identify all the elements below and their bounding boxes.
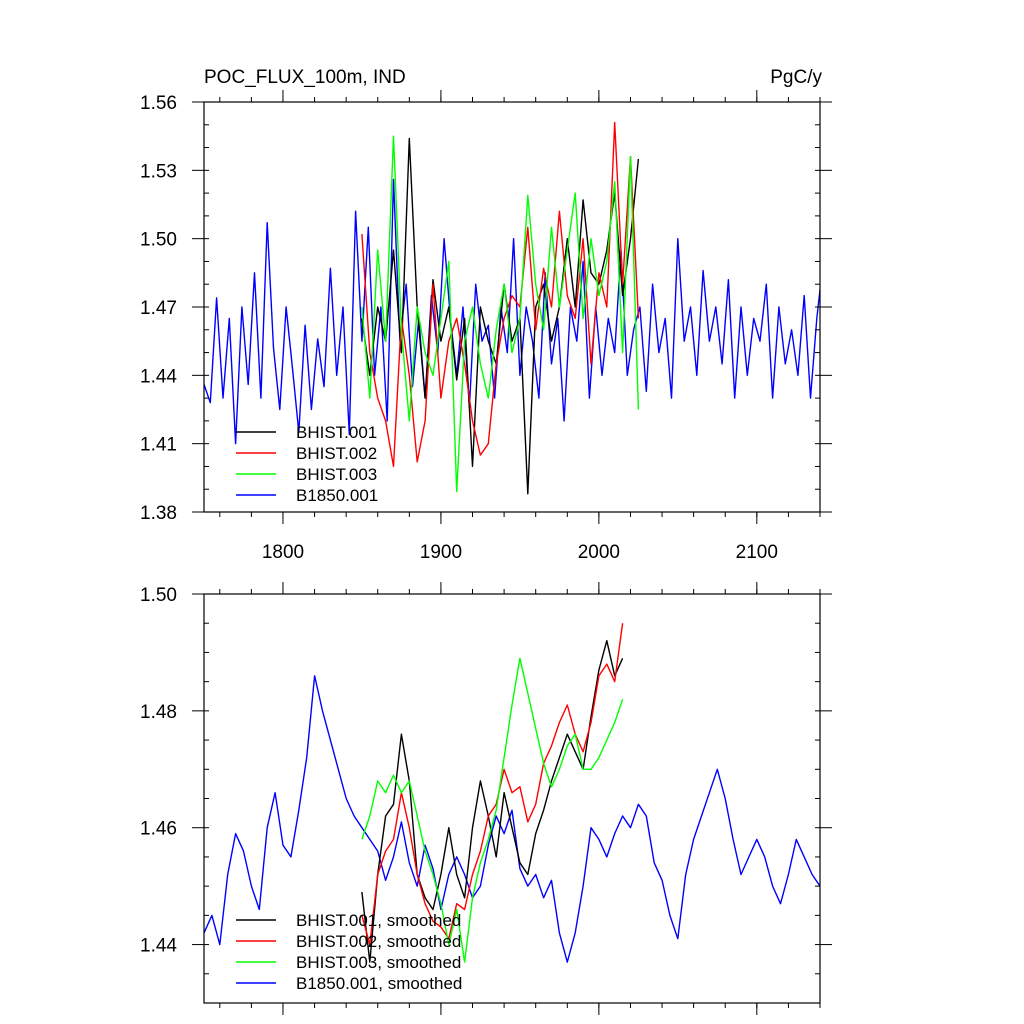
- y-tick-label: 1.56: [140, 93, 177, 114]
- series-line-bhist-003: [361, 135, 640, 493]
- y-tick-label: 1.44: [140, 366, 177, 387]
- y-tick-label: 1.53: [140, 161, 177, 182]
- y-tick-label: 1.48: [140, 702, 177, 723]
- units-label: PgC/y: [770, 67, 822, 88]
- series-line-b1850-001-smoothed: [204, 675, 820, 963]
- series-line-bhist-002-smoothed: [361, 623, 624, 946]
- bottom-panel: 1.44 1.46 1.48 1.50 BHIST.001, smoothed BHIS…: [140, 582, 832, 1015]
- y-tick-label: 1.41: [140, 435, 177, 456]
- series-line-bhist-002: [361, 121, 640, 468]
- legend-label: BHIST.001: [296, 423, 377, 442]
- top-panel: POC_FLUX_100m, IND PgC/y 1.38 1.41 1.44 1.4…: [140, 67, 832, 563]
- legend-label: B1850.001, smoothed: [296, 974, 462, 993]
- y-tick-label: 1.50: [140, 230, 177, 251]
- legend-label: BHIST.002, smoothed: [296, 932, 461, 951]
- y-tick-label: 1.38: [140, 503, 177, 524]
- legend-label: BHIST.003: [296, 465, 377, 484]
- x-tick-label: 2100: [736, 542, 778, 563]
- y-tick-label: 1.47: [140, 298, 177, 319]
- series-line-bhist-003-smoothed: [361, 657, 624, 963]
- series-line-b1850-001: [204, 178, 820, 445]
- y-tick-label: 1.50: [140, 585, 177, 606]
- legend-label: BHIST.001, smoothed: [296, 911, 461, 930]
- series-line-bhist-001-smoothed: [361, 640, 624, 963]
- series-line-bhist-001: [361, 137, 640, 495]
- y-tick-label: 1.46: [140, 819, 177, 840]
- panel-title: POC_FLUX_100m, IND: [204, 67, 406, 88]
- legend-label: B1850.001: [296, 486, 378, 505]
- legend-label: BHIST.002: [296, 444, 377, 463]
- x-tick-label: 2000: [578, 542, 620, 563]
- legend-label: BHIST.003, smoothed: [296, 953, 461, 972]
- y-tick-label: 1.44: [140, 936, 177, 957]
- x-tick-label: 1900: [420, 542, 462, 563]
- x-tick-label: 1800: [262, 542, 304, 563]
